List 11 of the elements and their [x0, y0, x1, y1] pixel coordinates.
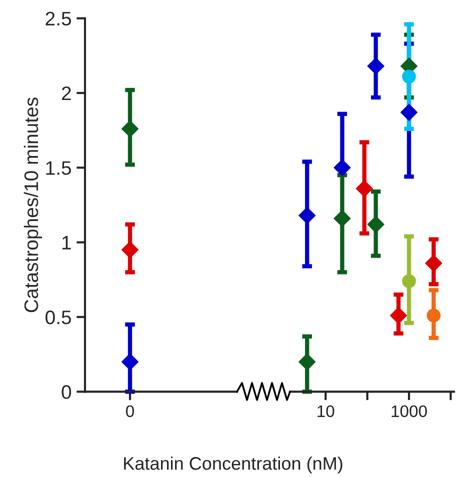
- y-axis-title: Catastrophes/10 minutes: [24, 98, 42, 312]
- y-tick-label: 1.5: [46, 161, 71, 175]
- x-tick-label: 10: [318, 405, 334, 418]
- y-tick-label: 2: [62, 86, 71, 100]
- y-tick-label: 1: [62, 236, 71, 250]
- x-tick-label: 1000: [392, 405, 427, 418]
- y-tick-label: 0.5: [46, 310, 71, 324]
- x-axis-title: Katanin Concentration (nM): [124, 456, 342, 474]
- y-tick-label: 2.5: [46, 12, 71, 26]
- y-tick-label: 0: [62, 385, 72, 399]
- x-tick-label: 0: [126, 405, 134, 418]
